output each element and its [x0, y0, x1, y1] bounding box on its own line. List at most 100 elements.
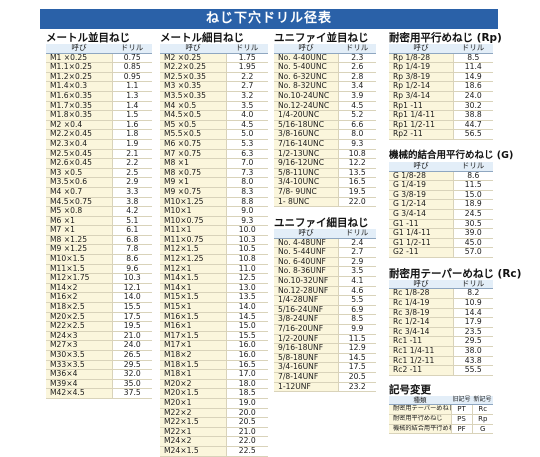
- header-drill: ドリル: [338, 228, 376, 239]
- drill-diameter: 10.5: [225, 244, 268, 256]
- drill-diameter: 0.75: [111, 53, 152, 64]
- thread-size: M5 ×0.5: [160, 120, 226, 131]
- table-row: M4.5×0.5 4.0: [160, 110, 268, 121]
- thread-size: No. 8-36UNF: [274, 266, 338, 278]
- drill-diameter: 2.8: [337, 72, 376, 83]
- thread-size: 5/8-18UNF: [274, 353, 338, 364]
- thread-size: M10×0.75: [160, 216, 226, 227]
- thread-size: M2.5×0.35: [160, 72, 226, 83]
- drill-diameter: 38.0: [452, 346, 493, 357]
- thread-size: 3/4-16UNF: [274, 362, 338, 373]
- table-row: M12×1.5 10.5: [160, 244, 268, 256]
- table-row: M22×2.5 19.5: [46, 321, 152, 332]
- table-row: G 1/4-19 11.5: [389, 180, 493, 191]
- thread-size: M12×1.25: [160, 254, 226, 265]
- table-row: Rp1 -11 30.2: [389, 101, 493, 112]
- drill-diameter: 2.5: [111, 168, 152, 179]
- thread-size: M8 ×0.75: [160, 168, 226, 179]
- table-row: 7/8-14UNF 20.5: [274, 372, 376, 383]
- thread-size: M22×1.5: [160, 417, 226, 428]
- thread-size: 5/8-11UNC: [274, 168, 338, 179]
- drill-diameter: 15.0: [452, 190, 493, 201]
- drill-diameter: 45.0: [452, 238, 493, 249]
- table-row: M22×1.5 20.5: [160, 417, 268, 428]
- thread-size: 1- 8UNC: [274, 197, 338, 208]
- thread-size: M1.7×0.35: [46, 101, 112, 112]
- drill-diameter: 2.2: [225, 72, 268, 83]
- table-row: M36×4 32.0: [46, 369, 152, 380]
- thread-size: 3/4-10UNC: [274, 177, 338, 188]
- drill-diameter: 22.0: [337, 197, 376, 208]
- thread-size: 5/16-24UNF: [274, 305, 338, 316]
- table-row: 1/2-20UNF 11.5: [274, 334, 376, 345]
- drill-diameter: 1.1: [111, 81, 152, 92]
- table-row: Rp 3/4-14 24.0: [389, 91, 493, 102]
- drill-diameter: 15.5: [111, 302, 152, 313]
- table-row: Rc1 1/4-11 38.0: [389, 346, 493, 357]
- drill-diameter: 5.2: [337, 110, 376, 121]
- drill-diameter: 57.0: [452, 247, 493, 258]
- section-title: ユニファイ並目ねじ: [274, 32, 369, 44]
- table-row: No.12-28UNF 4.6: [274, 286, 376, 297]
- table-row: M20×1 19.0: [160, 398, 268, 409]
- page-title: ねじ下穴ドリル径表: [40, 9, 498, 29]
- thread-size: M10×1.5: [46, 254, 112, 265]
- table-row: M1.2×0.25 0.95: [46, 72, 152, 83]
- table-row: Rp 1/8-28 8.5: [389, 53, 493, 64]
- thread-size: 1-12UNF: [274, 382, 338, 393]
- section-title: 機械的結合用平行めねじ (G): [389, 149, 514, 161]
- drill-diameter: 1.75: [225, 53, 268, 64]
- thread-size: 7/16-14UNC: [274, 139, 338, 150]
- thread-size: M2 ×0.25: [160, 53, 226, 64]
- thread-size: M27×3: [46, 340, 112, 351]
- drill-diameter: 8.8: [225, 197, 268, 208]
- drill-diameter: 16.0: [225, 350, 268, 361]
- thread-size: M20×1.5: [160, 388, 226, 399]
- drill-diameter: 10.3: [111, 273, 152, 284]
- drill-diameter: 8.3: [225, 187, 268, 198]
- thread-size: No. 4-48UNF: [274, 238, 338, 249]
- table-row: G1 -11 30.5: [389, 219, 493, 230]
- thread-size: 1/2-13UNC: [274, 149, 338, 160]
- thread-size: M2.5×0.45: [46, 149, 112, 160]
- table-row: M3 ×0.5 2.5: [46, 168, 152, 179]
- drill-diameter: 6.3: [225, 149, 268, 160]
- drill-diameter: 5.1: [111, 216, 152, 227]
- drill-diameter: 20.5: [337, 372, 376, 383]
- table-row: M5 ×0.5 4.5: [160, 120, 268, 131]
- drill-diameter: 29.5: [111, 360, 152, 371]
- table-row: M22×1 21.0: [160, 427, 268, 438]
- drill-diameter: 7.0: [225, 158, 268, 169]
- thread-size: Rp 1/8-28: [389, 53, 453, 64]
- old-symbol: PS: [450, 414, 472, 425]
- table-row: 1-12UNF 23.2: [274, 382, 376, 393]
- thread-size: M7 ×0.75: [160, 149, 226, 160]
- drill-diameter: 8.0: [225, 177, 268, 188]
- header-thread: 呼び: [389, 43, 453, 54]
- drill-diameter: 2.6: [337, 62, 376, 73]
- table-row: No. 5-44UNF 2.7: [274, 247, 376, 258]
- drill-diameter: 7.8: [111, 244, 152, 256]
- table-row: M1.7×0.35 1.4: [46, 101, 152, 112]
- table-row: No. 8-36UNF 3.5: [274, 266, 376, 278]
- table-row: M1.4×0.3 1.1: [46, 81, 152, 92]
- table-row: No.10-24UNC 3.9: [274, 91, 376, 102]
- table-row: 7/16-20UNF 9.9: [274, 324, 376, 335]
- drill-diameter: 14.0: [225, 302, 268, 313]
- table-row: 1/4-28UNF 5.5: [274, 295, 376, 306]
- metric-fine-table: 呼び ドリル M2 ×0.25 1.75 M2.2×0.25 1.95 M2.5×0.3…: [160, 43, 268, 457]
- drill-diameter: 30.2: [452, 101, 493, 112]
- thread-size: No. 5-40UNC: [274, 62, 338, 73]
- unified-section: ユニファイ並目ねじ 呼び ドリル No. 4-40UNC 2.3 No. 5-40U…: [274, 32, 376, 393]
- header-thread: 呼び: [389, 161, 453, 172]
- drill-diameter: 6.8: [111, 235, 152, 246]
- thread-size: M18×2.5: [46, 302, 112, 313]
- drill-diameter: 24.0: [111, 340, 152, 351]
- table-row: M12×1 11.0: [160, 264, 268, 275]
- drill-diameter: 24.0: [452, 91, 493, 102]
- table-row: 1- 8UNC 22.0: [274, 197, 376, 208]
- thread-size: Rc 1/4-19: [389, 298, 453, 309]
- header-thread: 呼び: [274, 43, 338, 54]
- table-row: M20×2 18.0: [160, 379, 268, 390]
- thread-size: M11×1: [160, 225, 226, 236]
